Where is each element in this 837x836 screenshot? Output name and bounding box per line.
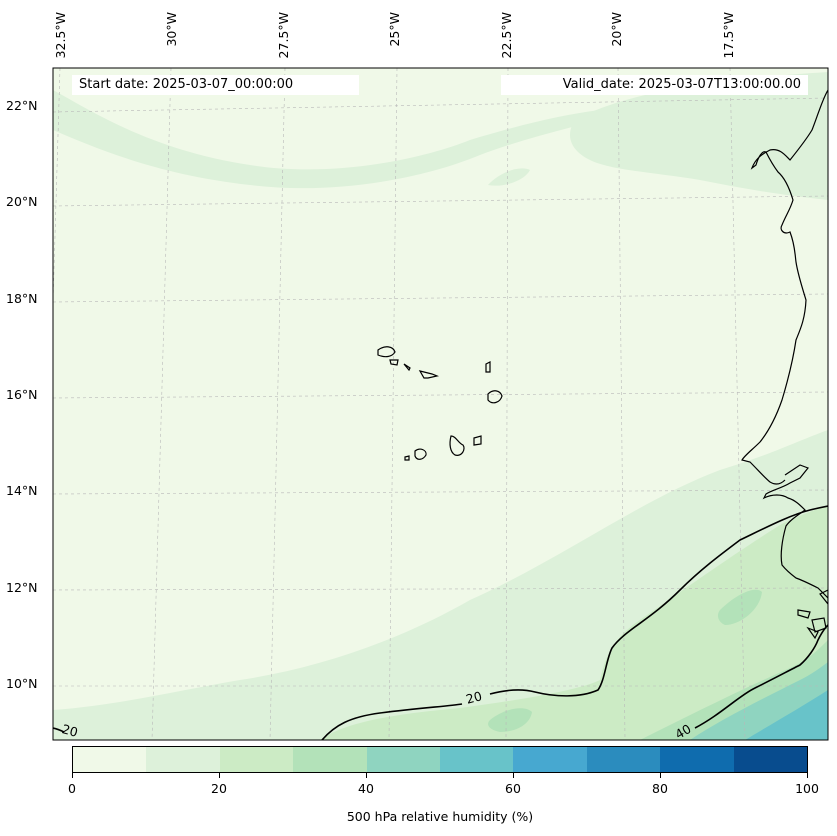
lat-label: 20°N [6,194,38,209]
lon-label: 30°W [164,12,179,47]
colorbar-tick-label: 80 [652,781,668,796]
colorbar-segment [440,747,514,772]
humidity-patch-30 [717,589,762,625]
colorbar-tick-label: 100 [795,781,819,796]
coastline-senegal-gambia [762,464,828,599]
cape-verde-islands [377,346,503,461]
lat-label: 14°N [6,483,38,498]
humidity-band-south-20 [320,505,828,740]
colorbar-tick-label: 60 [505,781,521,796]
lon-label: 17.5°W [721,12,736,59]
coastline-guinea [797,589,828,640]
colorbar-tick-label: 40 [358,781,374,796]
colorbar-tick [807,773,808,778]
colorbar-segment [366,747,441,772]
lat-label: 10°N [6,676,38,691]
colorbar-tick [660,773,661,778]
humidity-patch-small [488,168,530,186]
start-date-label: Start date: 2025-03-07_00:00:00 [72,75,359,95]
lat-label: 12°N [6,580,38,595]
colorbar-segment [293,747,367,772]
humidity-band-north [53,90,600,189]
colorbar-segment [146,747,220,772]
lat-label: 22°N [6,98,38,113]
colorbar-segment [513,747,587,772]
lon-label: 27.5°W [276,12,291,59]
lon-label: 32.5°W [53,12,68,59]
lon-label: 20°W [609,12,624,47]
colorbar-segment [219,747,294,772]
colorbar-tick [219,773,220,778]
contour-40 [694,624,828,729]
humidity-band-northeast [570,72,828,200]
map-frame [52,67,829,741]
contour-20-west [53,727,65,733]
colorbar-segment [733,747,808,772]
colorbar-tick [72,773,73,778]
colorbar-tick [366,773,367,778]
humidity-band-south-50 [745,690,828,740]
lat-label: 18°N [6,291,38,306]
graticule [53,68,828,740]
lat-label: 16°N [6,387,38,402]
colorbar-label: 500 hPa relative humidity (%) [346,809,534,824]
humidity-patch-30-south [488,708,532,732]
colorbar-segment [586,747,661,772]
colorbar-segment [660,747,734,772]
colorbar-tick [513,773,514,778]
lon-label: 25°W [387,12,402,47]
colorbar [72,746,808,773]
colorbar-segment [73,747,147,772]
coastline-africa [741,89,828,485]
colorbar-tick-label: 0 [68,781,76,796]
valid-date-label: Valid_date: 2025-03-07T13:00:00.00 [501,75,808,95]
colorbar-tick-label: 20 [211,781,227,796]
lon-label: 22.5°W [499,12,514,59]
